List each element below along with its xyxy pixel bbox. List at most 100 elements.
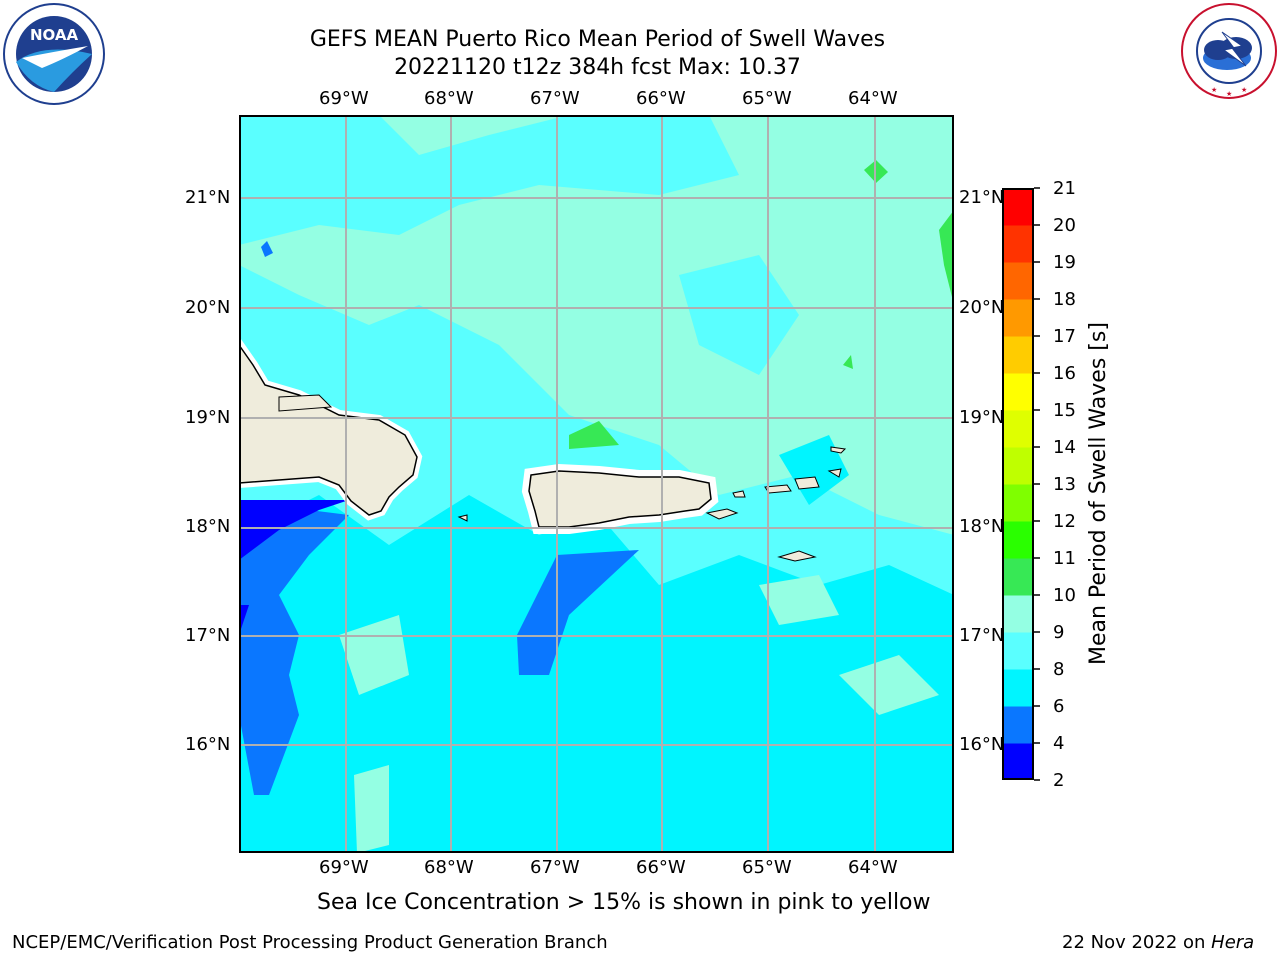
colorbar-tick-label: 16 [1053, 363, 1076, 384]
colorbar-tick-label: 20 [1053, 215, 1076, 236]
lat-label-right-17n: 17°N [959, 625, 1005, 646]
colorbar-segment-17-18 [1002, 299, 1034, 337]
footer-machine: Hera [1211, 932, 1255, 953]
colorbar-segment-14-15 [1002, 410, 1034, 448]
colorbar-tick-label: 9 [1053, 622, 1064, 643]
colorbar-segment-4-6 [1002, 706, 1034, 744]
lat-label-right-21n: 21°N [959, 187, 1005, 208]
footer-date-text: 22 Nov 2022 on [1062, 932, 1212, 953]
colorbar-tick-label: 8 [1053, 659, 1064, 680]
field-9-10-patch-3 [759, 575, 839, 625]
noaa-logo-text: NOAA [30, 26, 79, 44]
map-subtitle: 20221120 t12z 384h fcst Max: 10.37 [394, 55, 801, 80]
colorbar-segment-12-13 [1002, 484, 1034, 522]
lat-label-left-17n: 17°N [185, 625, 231, 646]
map-frame [239, 115, 954, 853]
lat-label-right-20n: 20°N [959, 297, 1005, 318]
samana-peninsula [278, 394, 333, 412]
lat-label-left-16n: 16°N [185, 734, 231, 755]
lon-label-bottom-69w: 69°W [319, 857, 369, 878]
lon-label-bottom-67w: 67°W [530, 857, 580, 878]
anegada-island [830, 446, 847, 454]
lat-label-right-16n: 16°N [959, 734, 1005, 755]
field-9-10-patch-2 [354, 765, 389, 853]
colorbar-segment-15-16 [1002, 373, 1034, 411]
lon-label-bottom-66w: 66°W [636, 857, 686, 878]
field-4-6-patch-nw [261, 241, 273, 257]
lon-label-bottom-65w: 65°W [742, 857, 792, 878]
field-10-11-patch-small [843, 355, 853, 369]
colorbar [1002, 188, 1034, 781]
svg-text:★: ★ [1241, 86, 1247, 94]
svg-text:★: ★ [1226, 90, 1232, 98]
colorbar-segment-11-12 [1002, 521, 1034, 559]
field-10-11-patch-east [939, 210, 954, 305]
lon-label-top-69w: 69°W [319, 88, 369, 109]
vieques-island [705, 508, 739, 520]
colorbar-segment-13-14 [1002, 447, 1034, 485]
colorbar-frame [1002, 188, 1034, 780]
tortola-island [794, 476, 820, 490]
field-2-4-band-west [239, 500, 349, 560]
swell-period-map [234, 115, 954, 853]
lon-label-bottom-64w: 64°W [848, 857, 898, 878]
lon-label-top-68w: 68°W [424, 88, 474, 109]
lon-label-top-64w: 64°W [848, 88, 898, 109]
svg-text:★: ★ [1211, 86, 1217, 94]
map-title: GEFS MEAN Puerto Rico Mean Period of Swe… [309, 27, 886, 52]
noaa-logo: NOAA [2, 2, 106, 106]
lat-label-right-18n: 18°N [959, 516, 1005, 537]
virgin-gorda-island [827, 468, 842, 478]
nws-logo: ★ ★ ★ [1180, 2, 1278, 100]
mona-island [457, 514, 468, 522]
lon-label-top-65w: 65°W [742, 88, 792, 109]
colorbar-tick-label: 4 [1053, 733, 1064, 754]
colorbar-tick-label: 2 [1053, 770, 1064, 791]
colorbar-segment-2-4 [1002, 743, 1034, 781]
colorbar-segment-20-21 [1002, 188, 1034, 226]
footer-branch: NCEP/EMC/Verification Post Processing Pr… [12, 932, 608, 953]
field-8-9-band-north [239, 115, 739, 245]
field-2-4-patch [239, 605, 249, 635]
map-gridlines [239, 115, 954, 853]
field-4-6-band-south-pr [517, 550, 639, 675]
colorbar-segment-8-9 [1002, 632, 1034, 670]
lon-label-top-66w: 66°W [636, 88, 686, 109]
puerto-rico-coast [528, 470, 712, 528]
culebra-island [732, 490, 746, 498]
lat-label-left-19n: 19°N [185, 407, 231, 428]
lon-label-top-67w: 67°W [530, 88, 580, 109]
colorbar-segment-10-11 [1002, 558, 1034, 596]
lat-label-right-19n: 19°N [959, 407, 1005, 428]
colorbar-segment-6-8 [1002, 669, 1034, 707]
lat-label-left-21n: 21°N [185, 187, 231, 208]
colorbar-label: Mean Period of Swell Waves [s] [1086, 322, 1111, 665]
colorbar-tick-label: 10 [1053, 585, 1076, 606]
colorbar-tick-label: 13 [1053, 474, 1076, 495]
colorbar-tick-label: 17 [1053, 326, 1076, 347]
lon-label-bottom-68w: 68°W [424, 857, 474, 878]
colorbar-tick-label: 6 [1053, 696, 1064, 717]
colorbar-tick-label: 15 [1053, 400, 1076, 421]
colorbar-ticks: 2 4 6 8 9 10 11 12 13 14 15 16 17 18 19 20 21 [1034, 178, 1084, 798]
colorbar-tick-label: 11 [1053, 548, 1076, 569]
colorbar-tick-label: 19 [1053, 252, 1076, 273]
field-9-10-patch-4 [839, 655, 939, 715]
sea-ice-caption: Sea Ice Concentration > 15% is shown in … [317, 890, 931, 915]
colorbar-segment-16-17 [1002, 336, 1034, 374]
colorbar-segment-9-10 [1002, 595, 1034, 633]
lat-label-left-18n: 18°N [185, 516, 231, 537]
field-6-8-patch-virgin-islands [779, 435, 849, 505]
colorbar-tick-label: 14 [1053, 437, 1076, 458]
field-4-6-band-west [239, 510, 349, 795]
colorbar-segment-19-20 [1002, 225, 1034, 263]
colorbar-tick-label: 21 [1053, 178, 1076, 199]
st-croix-island [777, 550, 817, 562]
colorbar-segment-18-19 [1002, 262, 1034, 300]
lat-label-left-20n: 20°N [185, 297, 231, 318]
footer-date: 22 Nov 2022 on Hera [1062, 932, 1254, 953]
colorbar-tick-label: 18 [1053, 289, 1076, 310]
field-10-11-patch-north-pr [569, 421, 619, 449]
hispaniola-coast [238, 342, 418, 516]
colorbar-tick-label: 12 [1053, 511, 1076, 532]
